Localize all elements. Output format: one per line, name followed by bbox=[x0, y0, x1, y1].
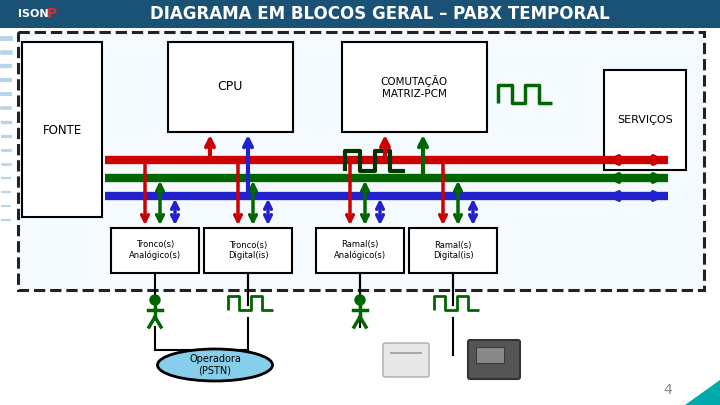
Text: Tronco(s)
Digital(is): Tronco(s) Digital(is) bbox=[228, 241, 269, 260]
Text: P: P bbox=[47, 7, 58, 21]
Text: Tronco(s)
Analógico(s): Tronco(s) Analógico(s) bbox=[129, 241, 181, 260]
Polygon shape bbox=[685, 380, 720, 405]
Text: SERVIÇOS: SERVIÇOS bbox=[617, 115, 673, 125]
Text: DIAGRAMA EM BLOCOS GERAL – PABX TEMPORAL: DIAGRAMA EM BLOCOS GERAL – PABX TEMPORAL bbox=[150, 5, 610, 23]
Bar bbox=[409, 228, 497, 273]
FancyBboxPatch shape bbox=[468, 340, 520, 379]
Bar bbox=[342, 42, 487, 132]
Text: Operadora
(PSTN): Operadora (PSTN) bbox=[189, 354, 241, 376]
Ellipse shape bbox=[158, 349, 272, 381]
FancyBboxPatch shape bbox=[383, 343, 429, 377]
Text: CPU: CPU bbox=[217, 81, 243, 94]
Circle shape bbox=[355, 295, 365, 305]
Bar bbox=[604, 70, 686, 170]
Bar bbox=[22, 42, 102, 217]
Bar bbox=[111, 228, 199, 273]
Circle shape bbox=[150, 295, 160, 305]
Text: Ramal(s)
Analógico(s): Ramal(s) Analógico(s) bbox=[334, 241, 386, 260]
Bar bbox=[476, 347, 504, 363]
Text: COMUTAÇÃO
MATRIZ-PCM: COMUTAÇÃO MATRIZ-PCM bbox=[380, 75, 448, 99]
Bar bbox=[0, 0, 720, 28]
Text: 4: 4 bbox=[664, 383, 672, 397]
Bar bbox=[168, 42, 293, 132]
Bar bbox=[18, 32, 704, 290]
Text: ISON: ISON bbox=[18, 9, 49, 19]
Text: FONTE: FONTE bbox=[42, 124, 81, 136]
Text: Ramal(s)
Digital(is): Ramal(s) Digital(is) bbox=[433, 241, 473, 260]
Bar bbox=[316, 228, 404, 273]
Bar bbox=[204, 228, 292, 273]
